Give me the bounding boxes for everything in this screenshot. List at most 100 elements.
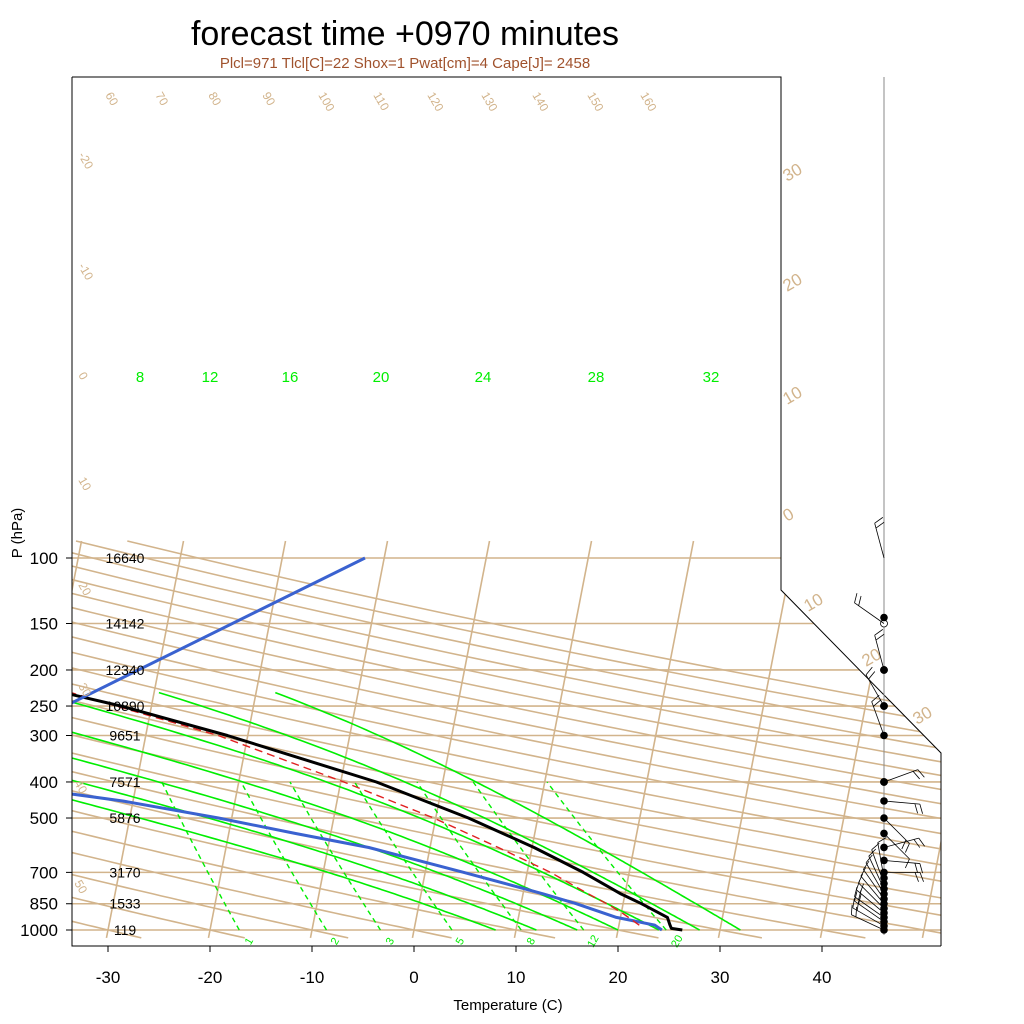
dry-adiabat-line (72, 540, 941, 939)
wind-barb (856, 889, 885, 914)
wind-barb (865, 674, 885, 707)
wind-barb-flag (873, 699, 882, 707)
wind-barb (883, 800, 920, 805)
isotherm-line (513, 540, 593, 939)
moist-adiabat-line (72, 691, 619, 931)
temperature-tick-label: 20 (609, 968, 628, 987)
isotherm-line (207, 540, 287, 939)
wind-barb-flag (912, 771, 920, 780)
moist-adiabat-line (275, 691, 741, 931)
mixing-ratio-label: 2 (329, 936, 342, 947)
wind-barb (874, 523, 885, 559)
isotherm-label: -10 (75, 261, 96, 283)
mixing-ratio-label: 3 (384, 936, 397, 947)
moist-adiabat-line (72, 691, 537, 931)
pressure-tick-label: 250 (30, 697, 58, 716)
height-labels: 16640 14142 12340 10890 9651 7571 5876 3170 1533… (106, 550, 145, 938)
wind-barb-flag (858, 894, 862, 905)
moist-adiabat-line (72, 691, 660, 931)
chart-title: forecast time +0970 minutes (191, 15, 619, 53)
isotherm-line (921, 540, 941, 939)
isotherm-label: 30 (75, 681, 94, 700)
isotherm-label: 0 (780, 504, 798, 525)
wind-barb (858, 882, 885, 909)
mixing-ratio-label: 12 (585, 933, 602, 950)
wind-barb-flag (854, 593, 858, 603)
moist-adiabat-label: 32 (703, 369, 720, 386)
temperature-tick-label: -20 (198, 968, 223, 987)
dry-adiabat-line (72, 540, 941, 939)
mixing-ratio-label: 8 (525, 936, 538, 947)
wind-barb (852, 907, 885, 927)
wind-barb (883, 860, 920, 864)
wind-barb-flag (913, 839, 921, 848)
isotherm-label: 10 (75, 475, 94, 494)
height-label: 5876 (109, 810, 140, 826)
wind-barb-flag (860, 867, 867, 877)
wind-barb (860, 875, 885, 905)
isotherm-label: 40 (71, 778, 90, 797)
temperature-tick-label: -30 (96, 968, 121, 987)
wind-barb-flag (914, 803, 918, 814)
dry-adiabat-line (72, 540, 941, 939)
dry-adiabat-line (72, 540, 941, 939)
pressure-tick-label: 200 (30, 661, 58, 680)
isotherm-label: 50 (71, 878, 90, 897)
moist-adiabat-label: 8 (136, 369, 144, 386)
moist-adiabat-label: 20 (373, 369, 390, 386)
moist-adiabat-line (72, 691, 496, 931)
wind-barb-flag (919, 804, 923, 814)
temperature-tick-label: -10 (300, 968, 325, 987)
dry-adiabat-line (72, 540, 245, 939)
isotherm-line (615, 540, 695, 939)
dry-adiabat-line (72, 540, 941, 939)
moist-adiabat-label: 16 (282, 369, 299, 386)
moist-adiabat-label: 12 (202, 369, 219, 386)
mixing-ratio-line (416, 781, 522, 931)
isotherm-line (717, 540, 797, 939)
wind-barb-flag (875, 633, 885, 641)
wind-barb-flag (919, 872, 924, 882)
dry-adiabat-line (72, 540, 941, 939)
x-axis-label: Temperature (C) (453, 997, 562, 1014)
dry-adiabat-line (72, 540, 349, 939)
wind-barb-flag (901, 839, 907, 850)
mixing-ratio-line (161, 781, 240, 931)
dry-adiabat-line (72, 540, 941, 939)
dry-adiabat-line (72, 540, 941, 939)
wind-level-dot (880, 613, 888, 622)
wind-barb (871, 701, 885, 736)
temperature-axis: -30 -20 -10 0 10 20 30 40 (96, 946, 831, 987)
isotherm-label: 70 (152, 90, 171, 109)
wind-barb (883, 833, 910, 860)
wind-barb-flag (856, 900, 860, 911)
dewpoint-upper-line (72, 556, 366, 705)
isotherm-label: 90 (259, 90, 278, 109)
height-label: 12340 (106, 662, 145, 678)
height-label: 119 (114, 922, 137, 938)
pressure-axis: 100 150 200 250 300 400 500 700 850 1000 (20, 549, 72, 940)
dry-adiabat-line (72, 540, 941, 939)
wind-barb-flag (917, 769, 925, 778)
temperature-tick-label: 30 (711, 968, 730, 987)
moist-adiabat-label: 28 (588, 369, 605, 386)
mixing-ratio-label: 1 (243, 936, 256, 947)
wind-barb-flag (852, 897, 855, 908)
pressure-tick-label: 300 (30, 726, 58, 745)
y-axis-label: P (hPa) (9, 508, 26, 559)
mixing-ratio-label: 20 (669, 933, 686, 950)
isotherm-label: 60 (102, 90, 121, 109)
dry-adiabat-line (72, 540, 659, 939)
chart-subtitle: Plcl=971 Tlcl[C]=22 Shox=1 Pwat[cm]=4 Ca… (220, 55, 590, 72)
wind-barb-flag (914, 872, 919, 882)
moist-adiabat-line (158, 691, 700, 931)
dry-adiabat-line (72, 540, 941, 939)
temperature-tick-label: 10 (507, 968, 526, 987)
height-label: 16640 (106, 550, 145, 566)
dry-adiabat-line (72, 540, 941, 939)
dry-adiabat-line (72, 540, 452, 939)
mixing-ratio-line (353, 781, 453, 931)
mixing-ratio-line (289, 781, 382, 931)
wind-barb-flag (904, 858, 910, 869)
